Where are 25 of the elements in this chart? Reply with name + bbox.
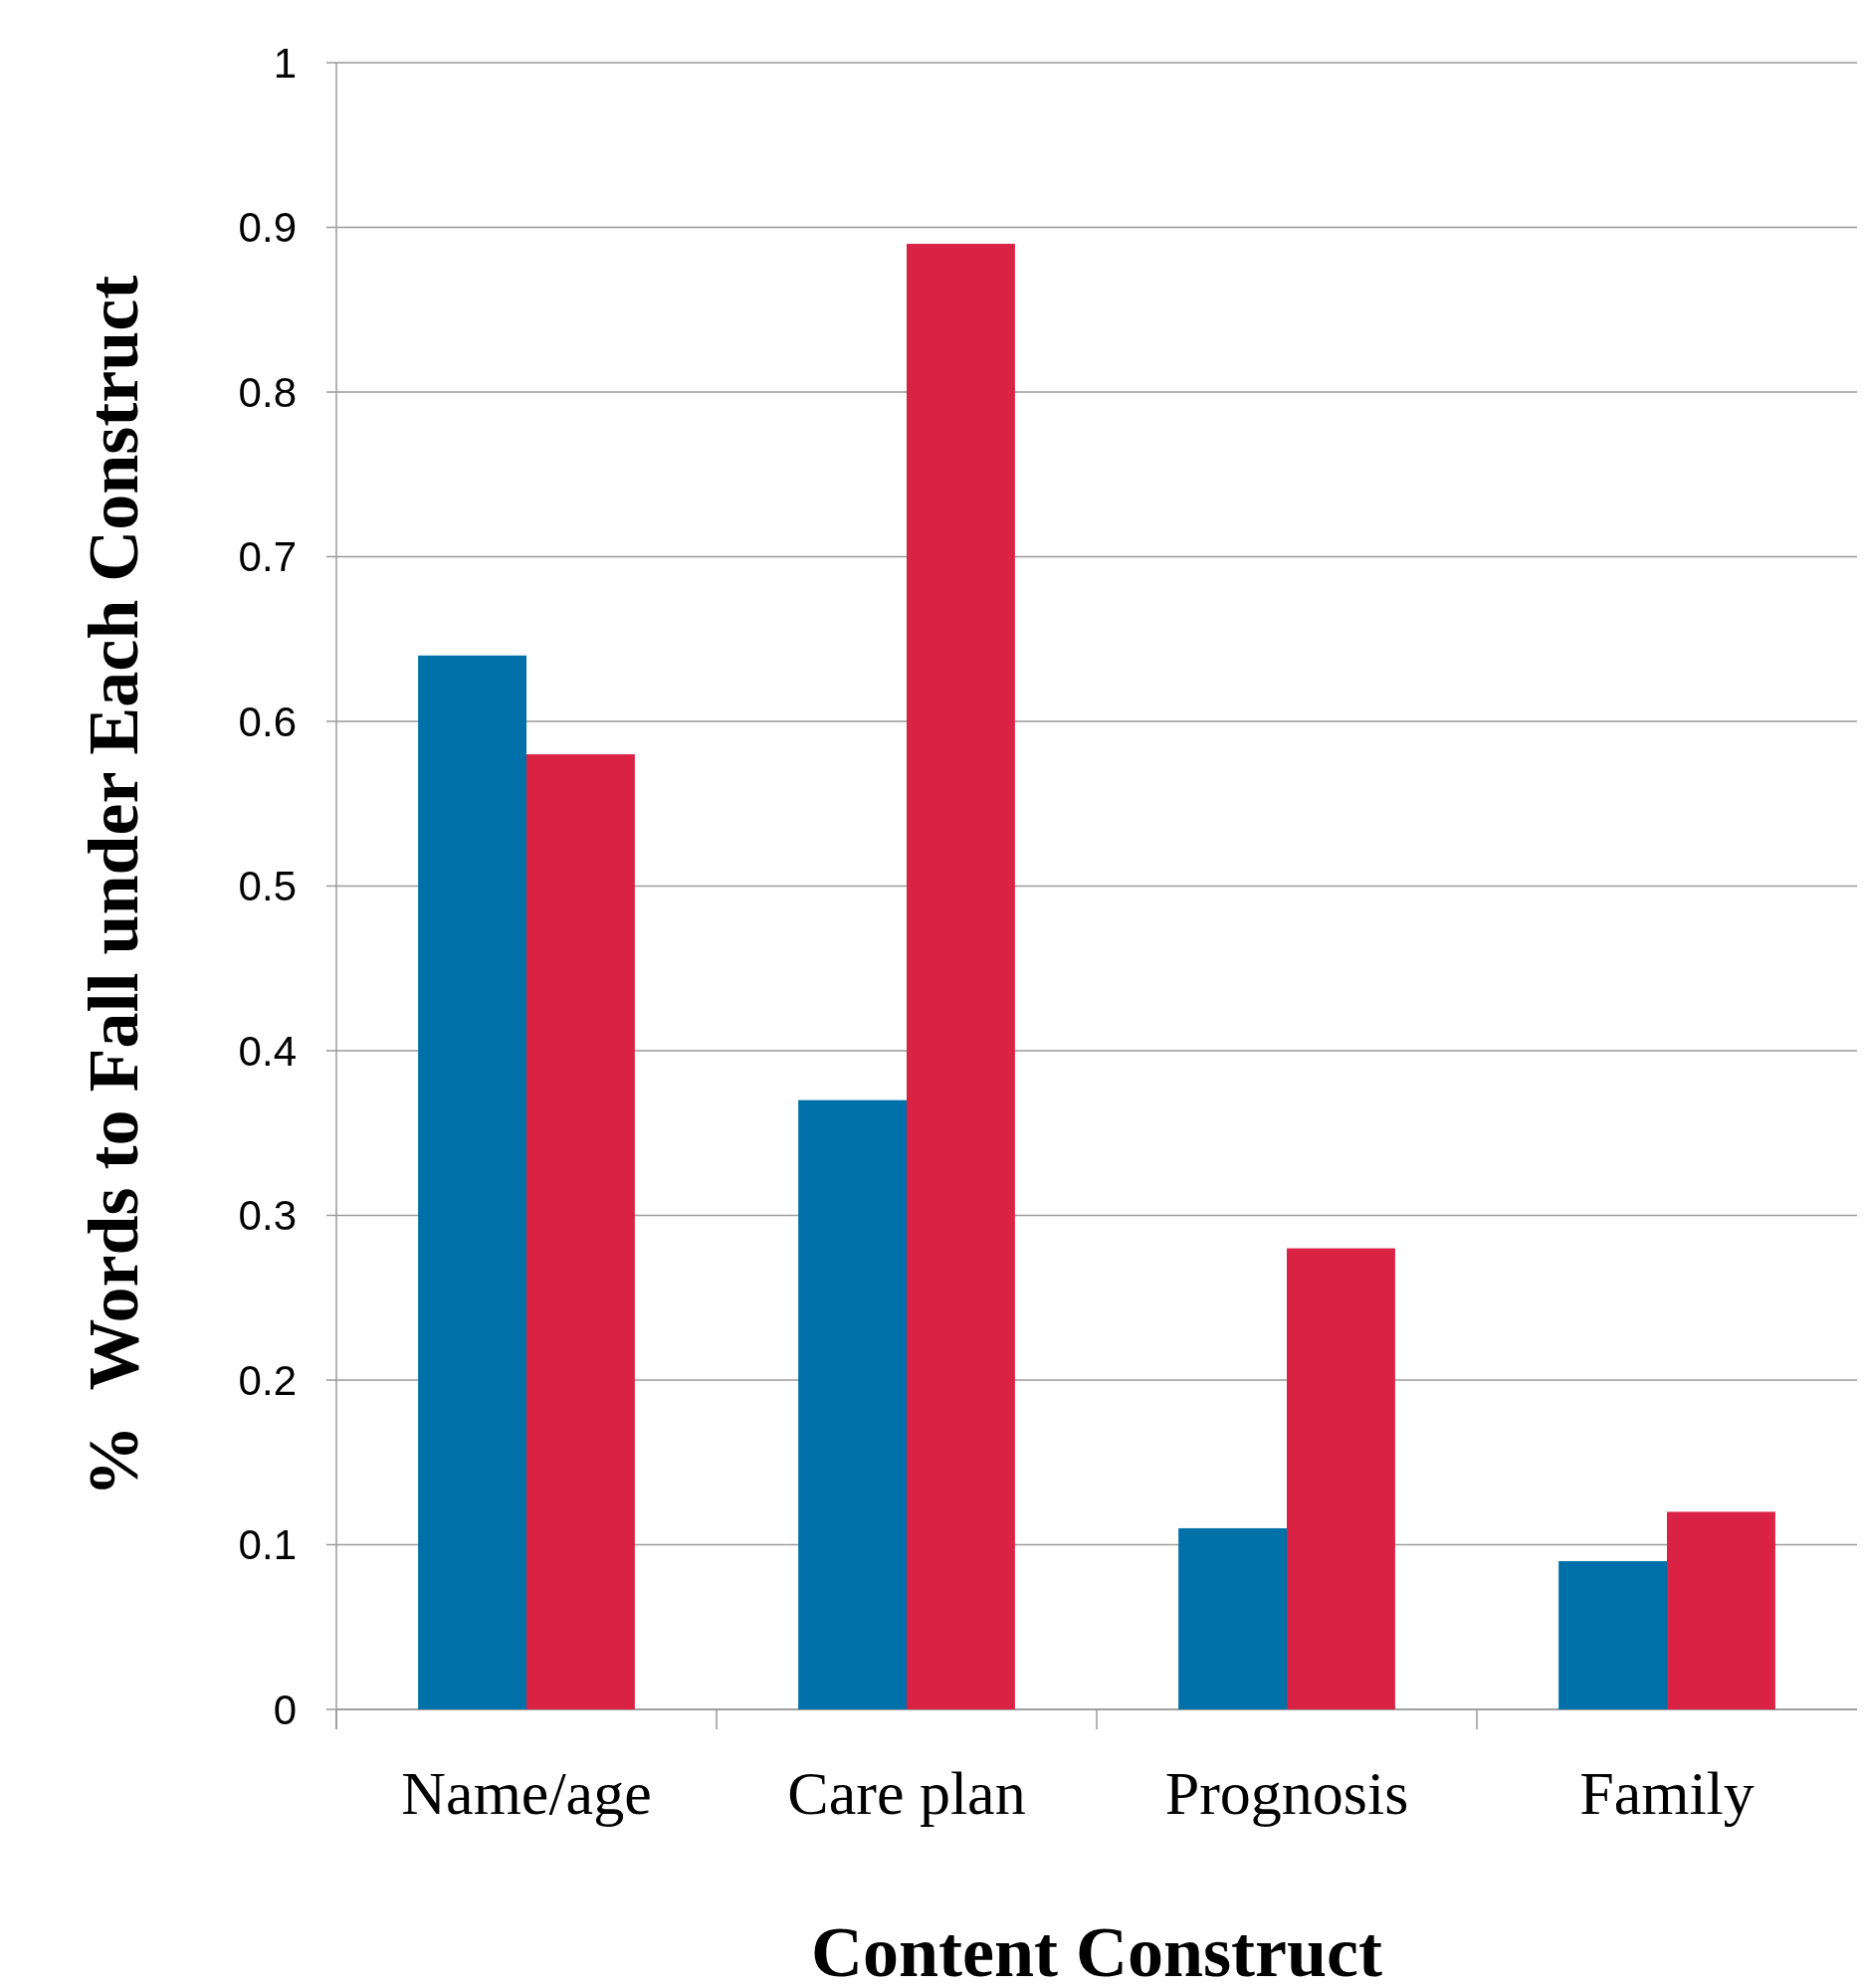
- bar: [907, 244, 1015, 1709]
- x-tick-label: Name/age: [401, 1759, 652, 1827]
- y-tick-label: 0.5: [238, 863, 297, 910]
- y-tick-label: 0.2: [238, 1356, 297, 1404]
- y-tick-label: 0.7: [238, 533, 297, 581]
- bar: [1287, 1248, 1395, 1709]
- bar: [798, 1099, 907, 1709]
- bar: [1558, 1561, 1667, 1709]
- y-tick-label: 1: [273, 39, 297, 87]
- x-tick-label: Care plan: [787, 1759, 1026, 1827]
- y-axis-title: % Words to Fall under Each Construct: [74, 275, 153, 1497]
- y-tick-label: 0.8: [238, 368, 297, 416]
- x-tick-label: Prognosis: [1164, 1759, 1409, 1827]
- y-tick-label: 0.1: [238, 1521, 297, 1569]
- y-tick-label: 0.3: [238, 1192, 297, 1240]
- bar: [526, 754, 635, 1709]
- bar: [1178, 1527, 1287, 1709]
- x-tick-label: Family: [1579, 1759, 1755, 1827]
- bar: [1667, 1511, 1775, 1709]
- x-axis-title: Content Construct: [811, 1912, 1382, 1988]
- y-tick-label: 0.9: [238, 204, 297, 252]
- bar: [418, 655, 526, 1709]
- y-tick-label: 0.6: [238, 697, 297, 745]
- y-tick-label: 0.4: [238, 1027, 297, 1075]
- y-tick-label: 0: [273, 1686, 297, 1733]
